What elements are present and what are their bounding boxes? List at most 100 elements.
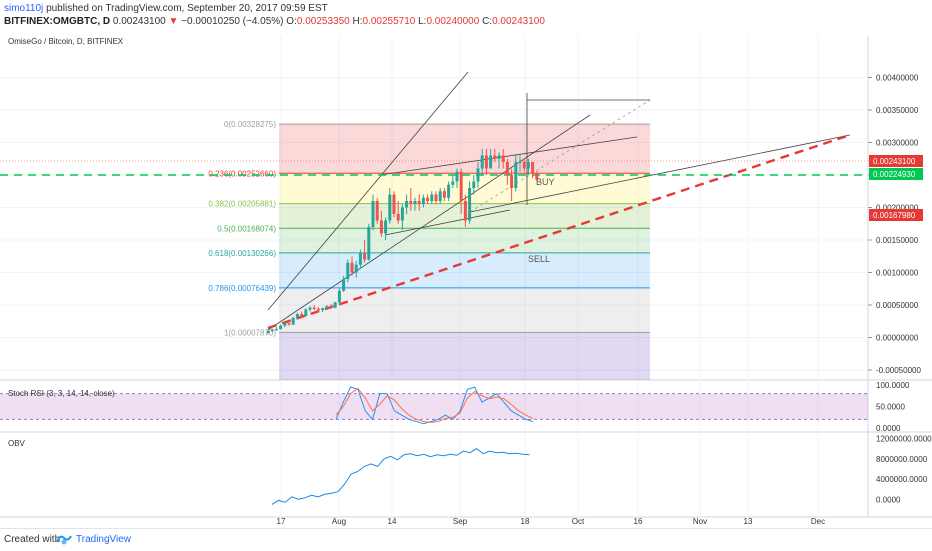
candle-body bbox=[274, 329, 278, 331]
obv-line bbox=[271, 448, 530, 505]
candle-body bbox=[518, 162, 522, 163]
price-tick-label: 0.00000000 bbox=[876, 334, 919, 343]
candle-body bbox=[476, 168, 480, 182]
time-tick-label: Aug bbox=[332, 517, 346, 526]
stoch-d-line bbox=[335, 387, 534, 423]
price-tick-label: 0.00200000 bbox=[876, 204, 919, 213]
candle-body bbox=[434, 194, 438, 201]
fib-zone bbox=[279, 228, 650, 253]
price-change: −0.00010250 (−4.05%) bbox=[181, 16, 284, 27]
stoch-tick-label: 0.0000 bbox=[876, 424, 901, 433]
fib-label: 0.786(0.00076439) bbox=[208, 284, 276, 293]
down-arrow-icon: ▼ bbox=[168, 16, 179, 27]
candle-body bbox=[522, 162, 526, 169]
tradingview-link[interactable]: TradingView bbox=[76, 534, 132, 545]
obv-tick-label: 4000000.0000 bbox=[876, 475, 928, 484]
fib-zone bbox=[279, 287, 650, 333]
time-tick-label: Nov bbox=[693, 517, 707, 526]
candle-body bbox=[304, 309, 308, 317]
time-tick-label: Oct bbox=[572, 517, 585, 526]
candle-body bbox=[505, 162, 509, 175]
fib-zone-extension bbox=[279, 332, 650, 380]
close-label: C: bbox=[482, 16, 493, 27]
buy-annotation: BUY bbox=[536, 177, 555, 187]
price-badge bbox=[869, 168, 923, 180]
time-tick-label: Dec bbox=[811, 517, 825, 526]
candle-body bbox=[400, 207, 404, 221]
channel-line-upper bbox=[267, 71, 469, 311]
candle-body bbox=[510, 175, 514, 188]
price-tick-label: -0.00050000 bbox=[876, 366, 921, 375]
published-text: published on TradingView.com, September … bbox=[46, 3, 328, 14]
candle-body bbox=[535, 173, 539, 180]
candle-body bbox=[396, 214, 400, 221]
price-tick-label: 0.00100000 bbox=[876, 269, 919, 278]
candle-body bbox=[270, 329, 274, 331]
candle-body bbox=[283, 323, 287, 326]
candle-body bbox=[367, 227, 371, 260]
obv-title: OBV bbox=[8, 439, 26, 448]
tradingview-logo-icon[interactable] bbox=[56, 532, 72, 546]
price-badge-label: 0.00243100 bbox=[873, 157, 916, 166]
fib-label: 0.236(0.00252660) bbox=[208, 169, 276, 178]
ohlc-line: BITFINEX:OMGBTC, D 0.00243100 ▼ −0.00010… bbox=[4, 16, 545, 27]
fib-zone bbox=[279, 124, 650, 174]
price-badge-label: 0.00224930 bbox=[873, 170, 916, 179]
candle-body bbox=[493, 155, 497, 159]
candle-body bbox=[468, 188, 472, 221]
stoch-tick-label: 100.0000 bbox=[876, 381, 910, 390]
time-tick-label: 14 bbox=[388, 517, 397, 526]
candle-body bbox=[442, 191, 446, 198]
candle-body bbox=[295, 314, 299, 318]
obv-tick-label: 8000000.0000 bbox=[876, 455, 928, 464]
candle-body bbox=[451, 181, 455, 185]
stoch-tick-label: 50.0000 bbox=[876, 403, 905, 412]
trend-line-top bbox=[379, 136, 638, 176]
fib-label: 0.382(0.00205881) bbox=[208, 200, 276, 209]
candle-body bbox=[430, 194, 434, 201]
author-link[interactable]: simo110j bbox=[4, 3, 44, 14]
candle-body bbox=[392, 194, 396, 214]
candle-body bbox=[325, 306, 329, 309]
price-tick-label: 0.00150000 bbox=[876, 236, 919, 245]
symbol-label: BITFINEX:OMGBTC, D bbox=[4, 16, 111, 27]
candle-body bbox=[463, 201, 467, 221]
dashed-projection bbox=[469, 99, 651, 213]
time-tick-label: Sep bbox=[453, 517, 468, 526]
candle-body bbox=[413, 201, 417, 205]
fib-label: 0.618(0.00130266) bbox=[208, 249, 276, 258]
price-badge bbox=[869, 155, 923, 167]
price-tick-label: 0.00350000 bbox=[876, 106, 919, 115]
candle-body bbox=[438, 191, 442, 201]
candle-body bbox=[388, 194, 392, 221]
candle-body bbox=[455, 171, 459, 182]
time-tick-label: 18 bbox=[521, 517, 530, 526]
candle-body bbox=[316, 308, 320, 311]
chart-frame[interactable]: 0(0.00328275) 0.236(0.00252660) 0.382(0.00… bbox=[0, 30, 932, 528]
fib-label: 0(0.00328275) bbox=[224, 120, 276, 129]
candle-body bbox=[497, 155, 501, 159]
candle-body bbox=[379, 220, 383, 234]
channel-line-lower bbox=[267, 114, 591, 331]
last-price: 0.00243100 bbox=[112, 16, 166, 27]
fib-label: 1(0.00007870) bbox=[224, 328, 276, 337]
created-with-text: Created with bbox=[4, 534, 61, 545]
time-tick-label: 13 bbox=[744, 517, 753, 526]
candle-body bbox=[342, 279, 346, 291]
sell-annotation: SELL bbox=[528, 254, 550, 264]
chart-header: simo110j published on TradingView.com, S… bbox=[0, 0, 932, 30]
candle-body bbox=[312, 307, 316, 309]
candle-body bbox=[329, 306, 333, 308]
stoch-title: Stoch RSI (3, 3, 14, 14, close) bbox=[8, 389, 115, 398]
publish-line: simo110j published on TradingView.com, S… bbox=[4, 3, 328, 14]
candle-body bbox=[333, 302, 337, 308]
candle-body bbox=[472, 181, 476, 188]
price-tick-label: 0.00050000 bbox=[876, 301, 919, 310]
price-badge-label: 0.00167980 bbox=[873, 211, 916, 220]
footer: Created with TradingView bbox=[0, 528, 932, 551]
candle-body bbox=[346, 262, 350, 279]
trend-line-mid bbox=[384, 209, 511, 236]
candle-body bbox=[291, 318, 295, 325]
price-chart[interactable]: 0(0.00328275) 0.236(0.00252660) 0.382(0.00… bbox=[0, 30, 932, 528]
obv-tick-label: 12000000.0000 bbox=[876, 435, 932, 444]
